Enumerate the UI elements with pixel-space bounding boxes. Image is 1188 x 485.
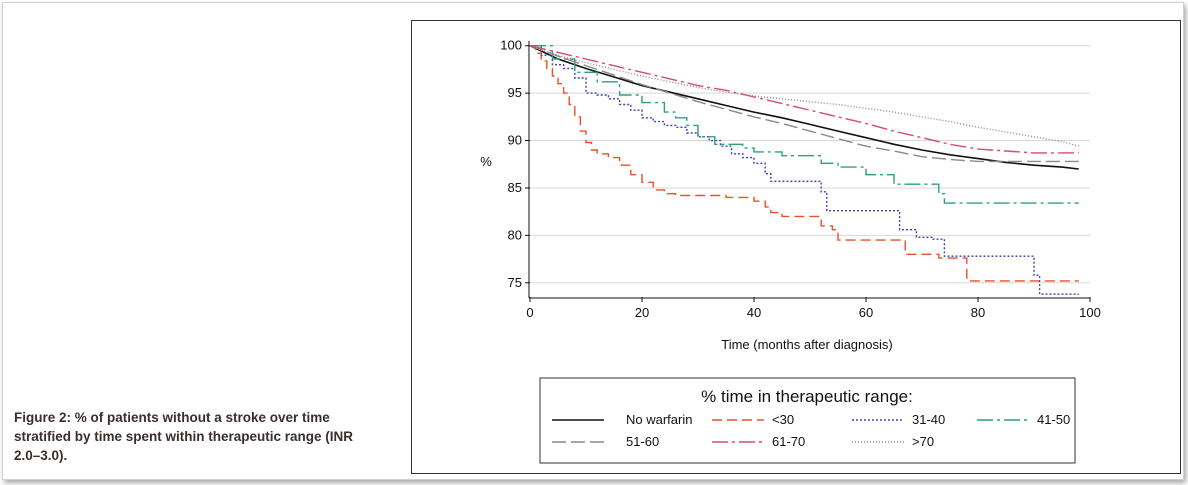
- figure-box: 75 80 85 90 95 100 0 20 40 60 80 100 % Time (months…: [411, 20, 1181, 474]
- axes: 75 80 85 90 95 100 0 20 40 60 80 100: [500, 38, 1101, 320]
- legend-label-6: >70: [912, 434, 934, 449]
- y-axis-label: %: [480, 154, 492, 169]
- x-tick-label: 40: [747, 305, 761, 320]
- figure-caption: Figure 2: % of patients without a stroke…: [14, 410, 354, 463]
- legend-label-2: 31-40: [912, 412, 945, 427]
- series-line-6: [529, 45, 1079, 147]
- series-line-1: [530, 45, 1079, 282]
- y-tick-label: 80: [508, 227, 522, 242]
- legend-title: % time in therapeutic range:: [701, 387, 913, 406]
- y-tick-label: 100: [500, 38, 522, 53]
- y-tick-label: 85: [508, 180, 522, 195]
- legend-label-4: 51-60: [626, 434, 659, 449]
- series-line-3: [530, 45, 1079, 204]
- legend-label-1: <30: [772, 412, 794, 427]
- x-tick-label: 20: [635, 305, 649, 320]
- gridlines: [530, 45, 1090, 284]
- series-lines: [529, 44, 1079, 295]
- legend: % time in therapeutic range: No warfarin…: [539, 377, 1076, 464]
- y-tick-label: 95: [508, 85, 522, 100]
- legend-label-0: No warfarin: [626, 412, 692, 427]
- series-line-0: [529, 44, 1079, 170]
- y-tick-label: 75: [508, 275, 522, 290]
- x-tick-label: 100: [1079, 305, 1101, 320]
- series-line-2: [530, 45, 1079, 295]
- chart-svg: 75 80 85 90 95 100 0 20 40 60 80 100 % Time (months…: [480, 38, 1101, 464]
- x-tick-label: 80: [971, 305, 985, 320]
- x-axis-label: Time (months after diagnosis): [721, 337, 892, 352]
- legend-items: No warfarin <30 31-40 41-50 51-60 61-70 >70: [552, 412, 1070, 449]
- series-line-4: [529, 45, 1079, 163]
- y-tick-label: 90: [508, 133, 522, 148]
- x-tick-label: 60: [859, 305, 873, 320]
- series-line-5: [529, 45, 1079, 154]
- x-tick-label: 0: [526, 305, 533, 320]
- legend-label-5: 61-70: [772, 434, 805, 449]
- legend-label-3: 41-50: [1037, 412, 1070, 427]
